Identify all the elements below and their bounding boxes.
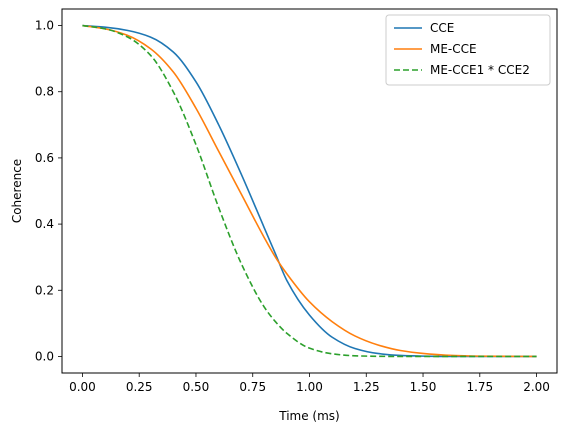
y-tick-label: 0.6: [35, 151, 54, 165]
y-tick-label: 0.0: [35, 349, 54, 363]
legend-box: [385, 14, 551, 86]
legend-label-me-cce1-cce2: ME-CCE1 * CCE2: [430, 63, 530, 77]
y-axis-title: Coherence: [10, 159, 24, 223]
x-tick-label: 0.25: [126, 380, 153, 394]
y-tick-label: 1.0: [35, 19, 54, 33]
series-line-me-cce1-cce2: [82, 24, 537, 358]
x-tick-label: 0.50: [183, 380, 210, 394]
x-tick-label: 1.75: [466, 380, 493, 394]
y-tick-label: 0.2: [35, 283, 54, 297]
x-tick-label: 1.50: [410, 380, 437, 394]
legend-label-me-cce: ME-CCE: [430, 42, 477, 56]
y-tick-label: 0.8: [35, 85, 54, 99]
x-tick-label: 2.00: [523, 380, 550, 394]
x-tick-label: 1.25: [353, 380, 380, 394]
legend-label-cce: CCE: [430, 21, 454, 35]
x-tick-label: 0.00: [69, 380, 96, 394]
x-axis-title: Time (ms): [278, 409, 340, 423]
x-tick-label: 0.75: [239, 380, 266, 394]
series-line-me-cce: [82, 24, 537, 358]
series-layer: [82, 24, 537, 358]
y-axis-ticks: 0.0 0.2 0.4 0.6 0.8 1.0: [35, 19, 62, 363]
x-axis-ticks: 0.00 0.25 0.50 0.75 1.00 1.25 1.50 1.75 2.00: [69, 373, 550, 394]
legend: CCE ME-CCE ME-CCE1 * CCE2: [385, 14, 551, 86]
y-tick-label: 0.4: [35, 217, 54, 231]
x-tick-label: 1.00: [296, 380, 323, 394]
